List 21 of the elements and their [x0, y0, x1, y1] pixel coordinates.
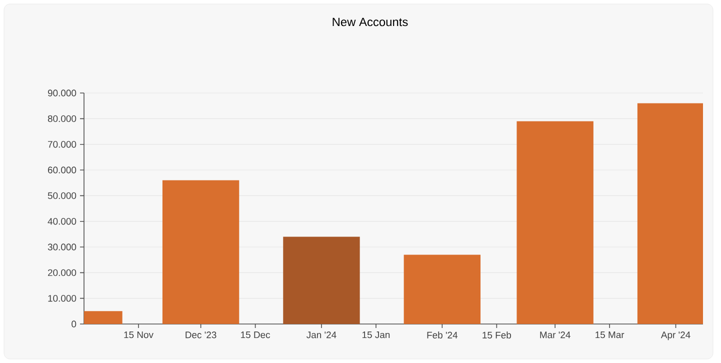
y-tick-label: 90.000 — [48, 90, 76, 96]
y-tick-label: 80.000 — [48, 115, 76, 122]
x-tick-label: Jan '24 — [306, 332, 336, 338]
x-tick-label: Mar '24 — [540, 332, 570, 338]
y-tick-label: 50.000 — [48, 192, 76, 200]
x-tick-label: Feb '24 — [427, 332, 458, 338]
y-tick-label: 70.000 — [48, 140, 76, 148]
y-tick-label: 60.000 — [48, 166, 76, 174]
y-tick-label: 40.000 — [48, 218, 76, 225]
chart-title: New Accounts — [332, 18, 408, 26]
x-tick-label: 15 Mar — [596, 332, 624, 338]
x-tick-label: 15 Feb — [482, 332, 512, 338]
y-tick-label: 30.000 — [48, 244, 76, 250]
y-tick-label: 0 — [72, 320, 76, 328]
y-tick-label: 10.000 — [48, 294, 76, 302]
x-tick-label: 15 Jan — [362, 332, 390, 338]
x-tick-label: 15 Dec — [241, 332, 270, 338]
x-tick-label: Dec '23 — [186, 332, 216, 338]
x-tick-label: Apr '24 — [660, 332, 690, 340]
y-tick-label: 20.000 — [48, 269, 76, 276]
x-tick-label: 15 Nov — [124, 332, 154, 338]
